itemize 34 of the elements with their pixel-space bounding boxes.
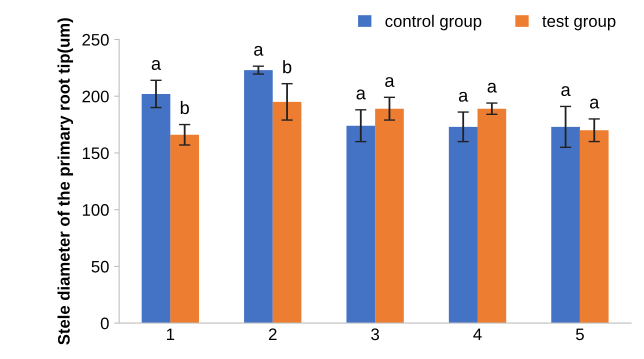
bar: [142, 94, 170, 324]
y-axis-title: Stele diameter of the primary root tip(um): [58, 18, 74, 345]
annotation: a: [458, 92, 468, 102]
bar: [478, 108, 506, 324]
bar: [346, 126, 376, 324]
bar: [448, 126, 478, 324]
x-tick-label: 1: [166, 328, 174, 340]
x-tick-label: 3: [371, 328, 380, 340]
y-tick-label: 50: [92, 260, 109, 273]
annotation: a: [590, 98, 600, 109]
y-tick-label: 150: [82, 147, 109, 160]
bar: [375, 108, 404, 324]
annotation: a: [561, 86, 571, 96]
annotation: b: [283, 60, 292, 74]
annotation: a: [152, 60, 162, 70]
x-tick-label: 2: [268, 328, 277, 340]
bar: [244, 70, 273, 324]
bar: [551, 126, 580, 324]
y-tick-label: 0: [100, 318, 109, 330]
annotation: b: [180, 100, 189, 114]
annotation: a: [488, 82, 497, 93]
bar: [580, 130, 609, 324]
x-tick-label: 4: [473, 328, 482, 340]
legend-label: control group: [385, 14, 482, 30]
bar: [272, 102, 302, 324]
y-tick-label: 100: [82, 204, 109, 216]
x-tick-label: 5: [576, 328, 584, 340]
bar: [170, 134, 200, 324]
legend-label: test group: [542, 16, 616, 30]
annotation: a: [385, 77, 394, 87]
annotation: a: [254, 46, 264, 56]
y-tick-label: 250: [82, 34, 109, 46]
y-tick-label: 200: [82, 90, 109, 102]
annotation: a: [356, 90, 366, 100]
